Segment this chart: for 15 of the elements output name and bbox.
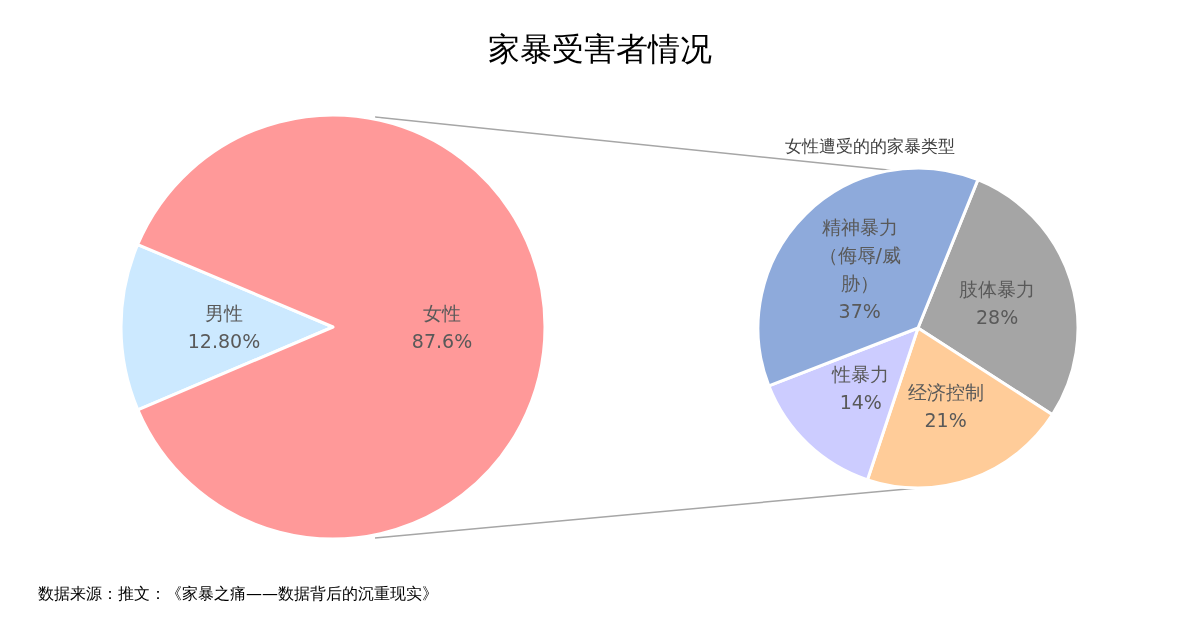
data-label: 28% xyxy=(976,305,1019,328)
slice-label: 男性 xyxy=(205,302,243,325)
data-label: 37% xyxy=(838,299,881,322)
slice-label: 女性 xyxy=(423,301,461,324)
slice-label: 肢体暴力 xyxy=(959,277,1036,300)
slice-label: 经济控制 xyxy=(907,381,984,404)
slice-label: 性暴力 xyxy=(831,363,890,386)
chart-title: 女性遭受的的家暴类型 xyxy=(785,135,955,156)
data-label: 12.80% xyxy=(187,330,261,353)
data-label: 14% xyxy=(839,391,882,414)
data-label: 21% xyxy=(924,409,967,432)
slice-label: 精神暴力（侮辱/威胁） xyxy=(818,215,901,294)
source-note: 数据来源：推文：《家暴之痛——数据背后的沉重现实》 xyxy=(38,583,438,603)
data-label: 87.6% xyxy=(411,329,473,352)
chart-title: 家暴受害者情况 xyxy=(488,30,712,68)
